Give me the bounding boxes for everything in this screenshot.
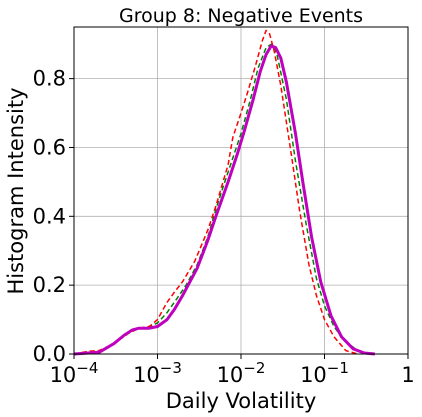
x-axis-ticks: 10−4 10−3 10−2 10−1 1 bbox=[50, 354, 415, 387]
x-tick-label-3: 10−1 bbox=[300, 359, 349, 387]
x-tick-label-2: 10−2 bbox=[217, 359, 266, 387]
y-tick-label-4: 0.8 bbox=[33, 67, 66, 91]
x-tick-label-4: 1 bbox=[401, 363, 414, 387]
y-tick-label-3: 0.6 bbox=[33, 135, 66, 159]
x-tick-label-0: 10−4 bbox=[50, 359, 99, 387]
y-axis-label: Histogram Intensity bbox=[4, 87, 28, 294]
y-tick-label-2: 0.4 bbox=[33, 204, 66, 228]
y-tick-label-1: 0.2 bbox=[33, 273, 66, 297]
series-line-0 bbox=[73, 43, 371, 355]
x-axis-label: Daily Volatility bbox=[166, 389, 317, 413]
y-tick-label-0: 0.0 bbox=[33, 342, 66, 366]
series-layer bbox=[73, 29, 375, 356]
series-line-2 bbox=[73, 44, 375, 356]
y-axis-ticks: 0.0 0.2 0.4 0.6 0.8 bbox=[33, 67, 74, 366]
grid bbox=[73, 27, 409, 355]
chart-title: Group 8: Negative Events bbox=[119, 5, 363, 27]
x-tick-label-1: 10−3 bbox=[133, 359, 182, 387]
